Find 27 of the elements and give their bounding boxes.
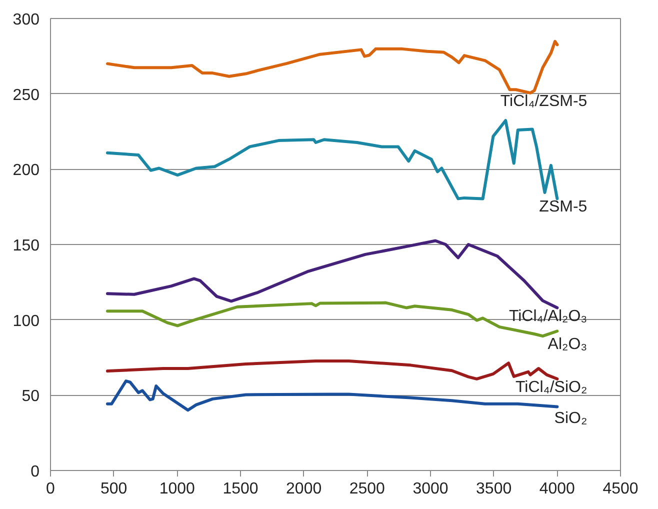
x-tick-label: 3500: [476, 480, 512, 498]
series-label: TiCl₄/ZSM-5: [500, 92, 588, 110]
series-label: SiO₂: [554, 410, 588, 428]
y-tick-label: 200: [12, 162, 40, 180]
y-tick-label: 50: [22, 388, 40, 406]
x-tick-label: 500: [100, 480, 128, 498]
x-tick-label: 2000: [286, 480, 322, 498]
y-tick-label: 150: [12, 238, 40, 254]
y-tick-label: 100: [12, 312, 40, 330]
line-series: [106, 359, 559, 380]
x-tick-label: 0: [46, 480, 56, 498]
line-series: [106, 239, 559, 310]
x-tick-label: 1500: [222, 480, 258, 498]
series-label: TiCl₄/Al₂O₃: [508, 308, 588, 325]
x-tick-label: 4500: [602, 480, 638, 498]
series-label: ZSM-5: [539, 198, 588, 216]
y-tick-label: 250: [12, 86, 40, 104]
x-tick-label: 3000: [412, 480, 448, 498]
x-tick-label: 2500: [349, 480, 386, 498]
series-label: TiCl₄/SiO₂: [515, 378, 588, 396]
series-label: Al₂O₃: [548, 336, 588, 354]
y-tick-label: 300: [12, 12, 40, 28]
x-tick-label: 4000: [539, 480, 576, 498]
line-series: [106, 119, 559, 200]
x-tick-label: 1000: [159, 480, 196, 498]
line-series: [106, 40, 559, 94]
y-tick-label: 0: [30, 464, 40, 480]
